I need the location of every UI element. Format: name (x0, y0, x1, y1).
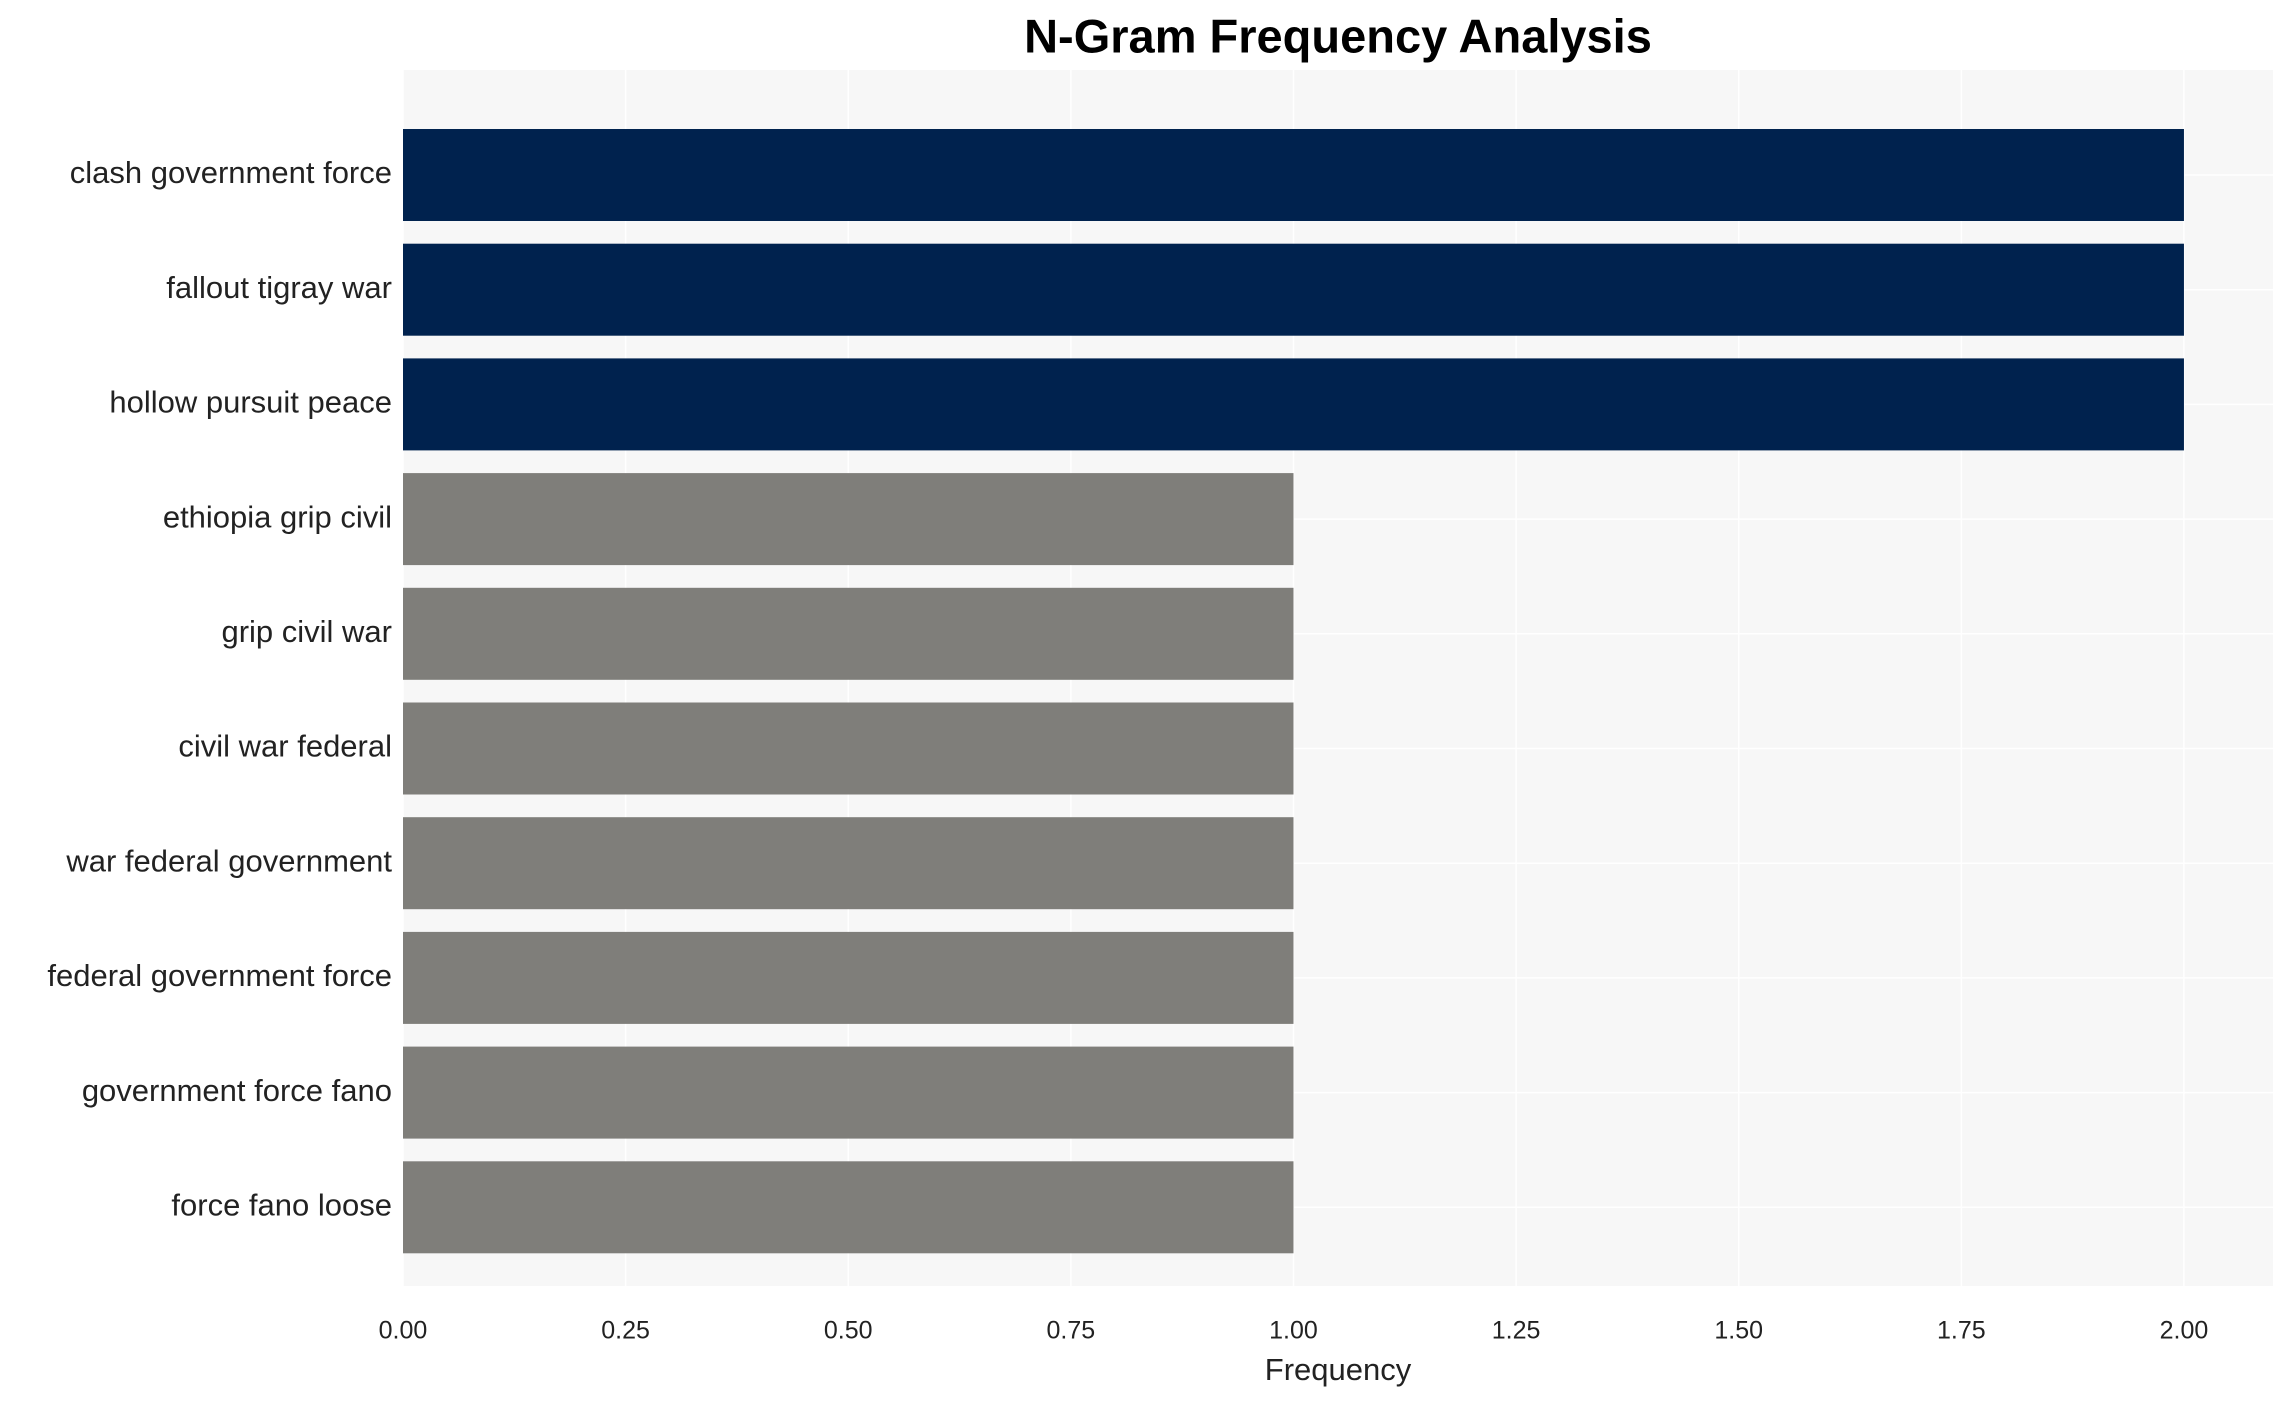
x-axis-label: Frequency (1265, 1352, 1412, 1387)
y-tick-label: war federal government (65, 843, 392, 878)
bar (403, 1046, 1294, 1139)
y-tick-label: hollow pursuit peace (109, 385, 392, 420)
x-tick-label: 0.00 (379, 1317, 428, 1345)
y-tick-label: fallout tigray war (166, 270, 392, 305)
bar (403, 931, 1294, 1024)
y-tick-label: federal government force (47, 958, 392, 993)
chart-title: N-Gram Frequency Analysis (1024, 9, 1652, 62)
bar (403, 129, 2184, 221)
x-tick-label: 2.00 (2160, 1317, 2209, 1345)
y-tick-label: civil war federal (178, 729, 392, 764)
bar (403, 243, 2184, 336)
y-tick-label: government force fano (82, 1073, 392, 1108)
x-tick-label: 0.25 (601, 1317, 650, 1345)
y-tick-label: grip civil war (221, 614, 392, 649)
bar (403, 358, 2184, 451)
bar (403, 1161, 1294, 1254)
y-tick-label: clash government force (70, 155, 392, 190)
bar (403, 473, 1294, 566)
y-tick-label: force fano loose (171, 1187, 392, 1222)
x-tick-label: 0.75 (1047, 1317, 1096, 1345)
x-tick-label: 1.25 (1492, 1317, 1541, 1345)
x-tick-label: 1.50 (1714, 1317, 1763, 1345)
bar (403, 587, 1294, 680)
x-tick-label: 1.00 (1269, 1317, 1318, 1345)
bar (403, 702, 1294, 795)
bar (403, 817, 1294, 910)
y-tick-label: ethiopia grip civil (163, 499, 392, 534)
x-tick-label: 1.75 (1937, 1317, 1986, 1345)
x-tick-label: 0.50 (824, 1317, 873, 1345)
